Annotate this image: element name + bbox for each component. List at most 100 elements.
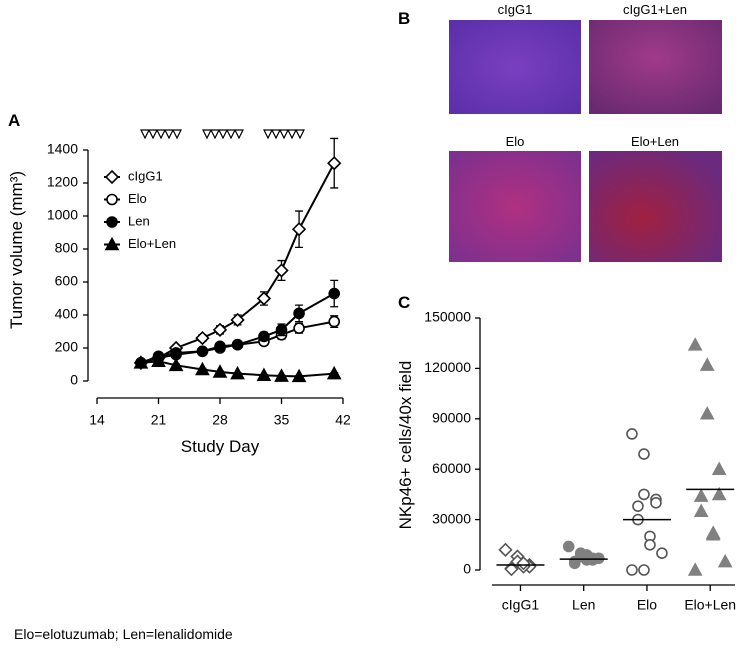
marker	[656, 547, 668, 560]
micrograph	[589, 151, 722, 262]
x-tick-label: Elo	[637, 597, 657, 613]
micrograph	[449, 20, 581, 114]
y-tick-label: 1000	[47, 207, 78, 223]
marker	[168, 357, 184, 372]
x-tick-label: cIgG1	[502, 597, 540, 613]
x-tick-label: 21	[151, 412, 167, 428]
marker	[328, 287, 341, 300]
y-tick-label: 60000	[432, 460, 471, 476]
marker	[328, 315, 341, 328]
marker	[638, 488, 650, 501]
marker	[580, 549, 593, 561]
dosing-markers	[140, 129, 305, 140]
x-tick-label: 28	[212, 412, 228, 428]
image-label: Elo+Len	[631, 134, 679, 149]
y-tick-label: 0	[463, 561, 471, 577]
y-axis-title: NKp46+ cells/40x field	[396, 361, 415, 530]
y-tick-label: 150000	[424, 309, 471, 325]
panel-label: B	[398, 9, 410, 28]
x-tick-label: 35	[274, 412, 290, 428]
marker	[258, 330, 270, 343]
marker	[104, 169, 120, 185]
marker	[504, 562, 519, 577]
marker	[693, 503, 709, 517]
marker	[274, 368, 289, 382]
y-tick-label: 400	[55, 306, 79, 322]
marker	[256, 367, 272, 382]
legend-label: Len	[128, 213, 150, 228]
marker	[230, 312, 245, 328]
marker	[230, 365, 245, 380]
marker	[568, 557, 581, 570]
marker	[214, 340, 226, 353]
footnote: Elo=elotuzumab; Len=lenalidomide	[14, 626, 233, 642]
line	[140, 162, 336, 364]
image-label: cIgG1+Len	[623, 2, 687, 17]
marker	[592, 552, 605, 565]
marker	[195, 330, 210, 346]
legend-label: cIgG1	[128, 168, 163, 183]
micrograph	[589, 20, 722, 114]
marker	[212, 322, 228, 337]
marker	[638, 564, 650, 576]
marker	[106, 193, 118, 206]
y-tick-label: 1200	[47, 174, 78, 190]
x-tick-label: Len	[572, 597, 595, 613]
panel-label: A	[8, 111, 20, 130]
line	[140, 360, 335, 378]
marker	[693, 488, 709, 502]
marker	[293, 307, 305, 320]
marker	[632, 500, 644, 512]
y-tick-label: 800	[55, 240, 79, 256]
y-tick-label: 30000	[432, 510, 471, 526]
image-label: cIgG1	[498, 2, 533, 17]
x-axis-title: Study Day	[181, 437, 260, 456]
marker	[562, 540, 575, 553]
x-tick-label: 14	[89, 412, 105, 428]
marker	[274, 263, 289, 278]
marker	[498, 542, 513, 557]
marker	[644, 538, 656, 551]
marker	[133, 355, 149, 369]
marker	[687, 562, 703, 576]
marker	[293, 322, 305, 335]
micrograph	[449, 151, 581, 262]
x-tick-label: 42	[335, 412, 351, 428]
marker	[699, 406, 715, 420]
y-axis-title: Tumor volume (mm³)	[7, 171, 26, 329]
marker	[104, 236, 120, 251]
marker	[705, 527, 721, 541]
marker	[326, 365, 342, 380]
marker	[516, 556, 531, 571]
marker	[151, 353, 166, 367]
marker	[195, 361, 210, 376]
marker	[256, 291, 272, 306]
marker	[626, 564, 638, 576]
y-tick-label: 120000	[424, 359, 471, 375]
marker	[231, 338, 244, 351]
marker	[170, 347, 182, 359]
marker	[711, 486, 727, 501]
marker	[638, 448, 650, 460]
marker	[626, 428, 638, 440]
marker	[291, 368, 307, 383]
marker	[650, 496, 662, 509]
marker	[687, 337, 703, 351]
marker	[196, 345, 209, 358]
legend-label: Elo	[128, 191, 147, 206]
x-tick-label: Elo+Len	[684, 597, 736, 613]
marker	[711, 461, 727, 475]
y-tick-label: 0	[70, 372, 78, 388]
marker	[327, 156, 342, 171]
y-tick-label: 1400	[47, 141, 78, 157]
marker	[699, 357, 715, 371]
y-tick-label: 200	[55, 339, 79, 355]
marker	[275, 324, 288, 336]
panel-label: C	[398, 293, 410, 312]
image-label: Elo	[506, 134, 525, 149]
line	[140, 292, 335, 364]
marker	[717, 553, 733, 568]
marker	[212, 364, 228, 378]
y-tick-label: 90000	[432, 410, 471, 426]
